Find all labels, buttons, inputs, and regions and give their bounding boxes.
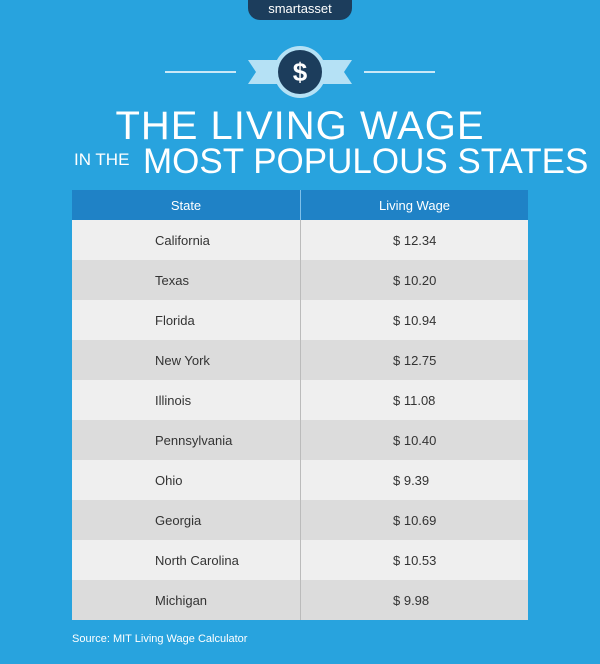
table-row: Georgia $ 10.69	[72, 500, 528, 540]
table-cell: New York	[155, 352, 210, 368]
emblem: $	[165, 46, 435, 98]
table-cell: Ohio	[155, 472, 183, 488]
brand: smartasset	[248, 0, 352, 20]
table-row: Michigan $ 9.98	[72, 580, 528, 620]
header-cell: Living Wage	[300, 190, 528, 220]
table-row: New York $ 12.75	[72, 340, 528, 380]
header-cell: State	[170, 197, 202, 213]
table-row: Ohio $ 9.39	[72, 460, 528, 500]
table-cell: $ 10.69	[300, 500, 528, 540]
table-row: North Carolina $ 10.53	[72, 540, 528, 580]
table-cell: North Carolina	[155, 552, 239, 568]
table: State Living Wage California $ 12.34 Texas $ …	[72, 190, 528, 620]
table-header: State Living Wage	[72, 190, 528, 220]
table-cell: Michigan	[155, 592, 208, 608]
table-cell: Pennsylvania	[155, 432, 233, 448]
table-cell: $ 12.75	[300, 340, 528, 380]
table-cell: $ 12.34	[300, 220, 528, 260]
table-row: Florida $ 10.94	[72, 300, 528, 340]
table-cell: $ 9.98	[300, 580, 528, 620]
table-row: Pennsylvania $ 10.40	[72, 420, 528, 460]
source: Source: MIT Living Wage Calculator	[72, 633, 248, 645]
table-cell: Texas	[155, 272, 189, 288]
icon: $	[293, 57, 308, 87]
table-cell: Florida	[155, 312, 195, 328]
table-cell: Georgia	[155, 512, 202, 528]
title: MOST POPULOUS STATES	[143, 142, 589, 181]
table-cell: $ 11.08	[300, 380, 528, 420]
title-prefix: IN THE	[74, 150, 130, 169]
table-row: California $ 12.34	[72, 220, 528, 260]
table-cell: $ 9.39	[300, 460, 528, 500]
title: THE LIVING WAGE	[115, 104, 485, 148]
table-cell: $ 10.40	[300, 420, 528, 460]
table-cell: $ 10.20	[300, 260, 528, 300]
table-cell: $ 10.94	[300, 300, 528, 340]
table-row: Texas $ 10.20	[72, 260, 528, 300]
table-cell: Illinois	[155, 392, 192, 408]
table-cell: California	[155, 232, 210, 248]
table-cell: $ 10.53	[300, 540, 528, 580]
table-row: Illinois $ 11.08	[72, 380, 528, 420]
